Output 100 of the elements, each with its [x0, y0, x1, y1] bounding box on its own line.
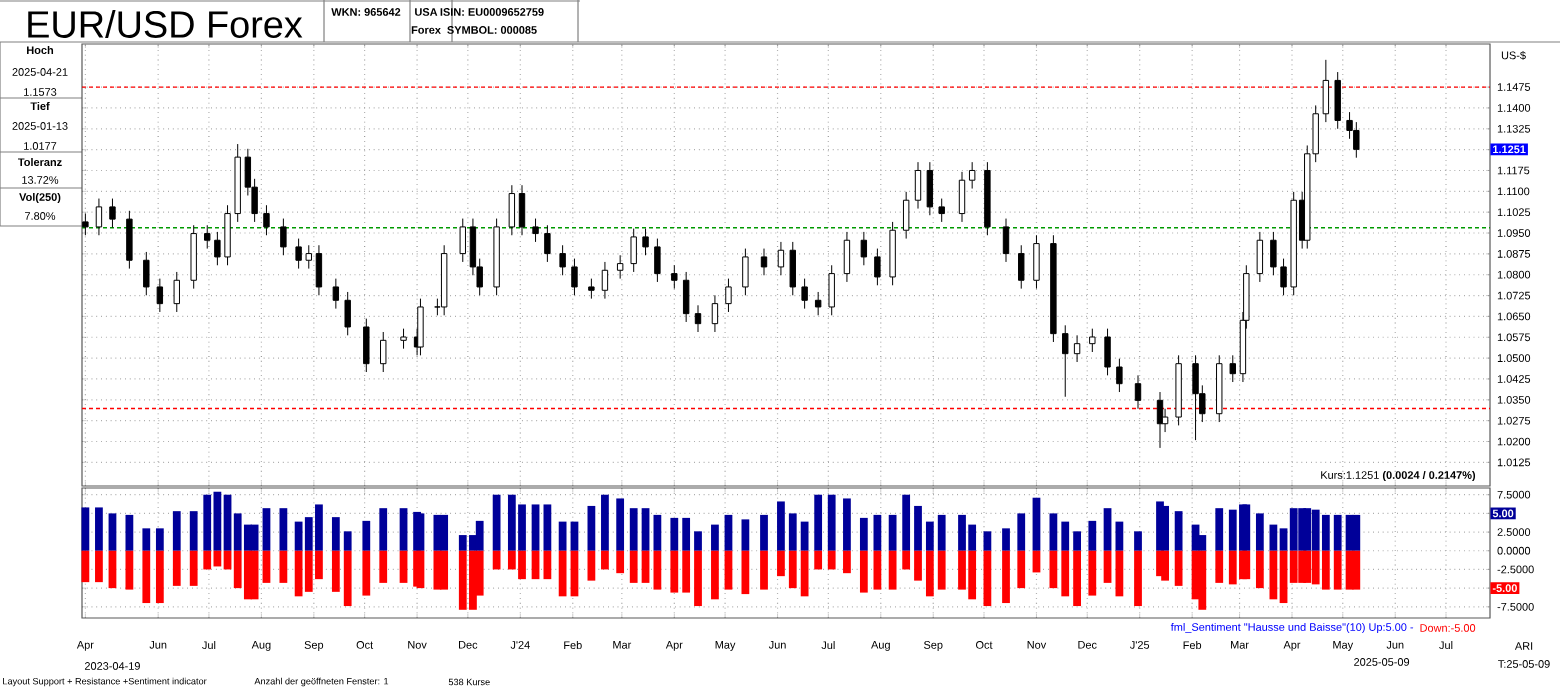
- candlestick: [1033, 234, 1040, 290]
- bar: [1333, 550, 1342, 590]
- bar: [531, 504, 540, 551]
- bar: [433, 550, 442, 590]
- candlestick: [860, 231, 868, 266]
- bar: [142, 528, 151, 551]
- candlestick: [588, 278, 595, 300]
- bar: [1198, 550, 1207, 610]
- bar: [433, 514, 442, 551]
- bar: [1032, 497, 1041, 551]
- bar: [601, 494, 609, 551]
- bar: [1088, 550, 1097, 596]
- bar: [914, 550, 922, 581]
- bar: [1228, 550, 1237, 585]
- bar: [859, 517, 868, 551]
- bar: [399, 550, 408, 583]
- candlestick: [156, 278, 164, 313]
- candlestick: [173, 271, 180, 313]
- bar: [1352, 514, 1361, 551]
- candlestick: [938, 198, 945, 223]
- candlestick: [777, 241, 785, 276]
- candlestick: [801, 278, 808, 310]
- candlestick: [694, 304, 702, 333]
- bar: [629, 550, 638, 583]
- bar: [262, 550, 271, 583]
- bar: [108, 513, 117, 551]
- bar: [1303, 550, 1312, 583]
- bar: [873, 550, 882, 590]
- candlestick: [760, 248, 768, 276]
- bar: [1161, 505, 1169, 551]
- candlestick: [654, 238, 661, 283]
- candlestick: [725, 278, 732, 313]
- bar: [155, 528, 164, 551]
- bar: [440, 514, 449, 551]
- bar: [379, 508, 388, 551]
- candlestick: [126, 210, 133, 270]
- candlestick: [363, 318, 370, 373]
- bar: [1134, 531, 1142, 551]
- bar: [814, 550, 823, 570]
- candlestick: [95, 198, 103, 236]
- bar: [694, 531, 702, 551]
- bar: [343, 531, 352, 551]
- candlestick: [630, 228, 637, 273]
- bar: [601, 550, 609, 570]
- candlestick: [1089, 328, 1096, 353]
- bar: [1103, 550, 1112, 583]
- bar: [741, 519, 750, 551]
- candlestick: [902, 191, 910, 240]
- bar: [653, 550, 662, 590]
- candlestick: [1116, 358, 1123, 393]
- bar: [125, 550, 134, 590]
- bar: [1134, 550, 1142, 607]
- candlestick: [1192, 354, 1199, 441]
- candlestick: [1062, 324, 1069, 398]
- candlestick: [914, 161, 922, 210]
- bar: [788, 513, 797, 551]
- bar: [827, 550, 836, 570]
- bar: [1174, 511, 1183, 551]
- candlestick: [1073, 334, 1081, 363]
- bar: [362, 550, 371, 596]
- bar: [670, 550, 679, 593]
- bar: [1215, 550, 1224, 583]
- bar: [1215, 508, 1224, 551]
- bar: [843, 498, 851, 551]
- bar: [694, 550, 702, 607]
- bar: [1017, 513, 1026, 551]
- bar: [983, 531, 992, 551]
- bar: [682, 550, 691, 593]
- candlestick: [601, 261, 609, 300]
- bar: [587, 550, 596, 581]
- bar: [629, 508, 638, 551]
- chart-title: EUR/USD Forex: [28, 10, 303, 38]
- candlestick: [958, 171, 966, 223]
- candlestick: [400, 328, 407, 350]
- bar: [616, 498, 625, 551]
- candlestick: [459, 218, 466, 263]
- bar: [279, 508, 288, 551]
- bar: [189, 550, 198, 586]
- bar: [914, 505, 922, 551]
- bar: [142, 550, 151, 604]
- candlestick: [518, 184, 526, 236]
- candlestick: [1216, 354, 1223, 423]
- bar: [777, 550, 785, 577]
- candlestick: [544, 224, 551, 263]
- bar: [1103, 508, 1112, 551]
- bar: [1303, 508, 1312, 551]
- bar: [1352, 550, 1361, 590]
- bar: [925, 550, 934, 597]
- candlestick: [1018, 244, 1025, 290]
- candlestick: [926, 161, 934, 216]
- bar: [81, 550, 90, 583]
- bar: [1088, 520, 1097, 551]
- candlestick: [1050, 234, 1057, 343]
- candlestick: [682, 271, 690, 323]
- bar: [262, 508, 271, 551]
- bar: [279, 550, 288, 583]
- bar: [800, 521, 809, 551]
- bar: [1002, 528, 1010, 551]
- bar: [1049, 513, 1058, 551]
- bar: [641, 550, 650, 583]
